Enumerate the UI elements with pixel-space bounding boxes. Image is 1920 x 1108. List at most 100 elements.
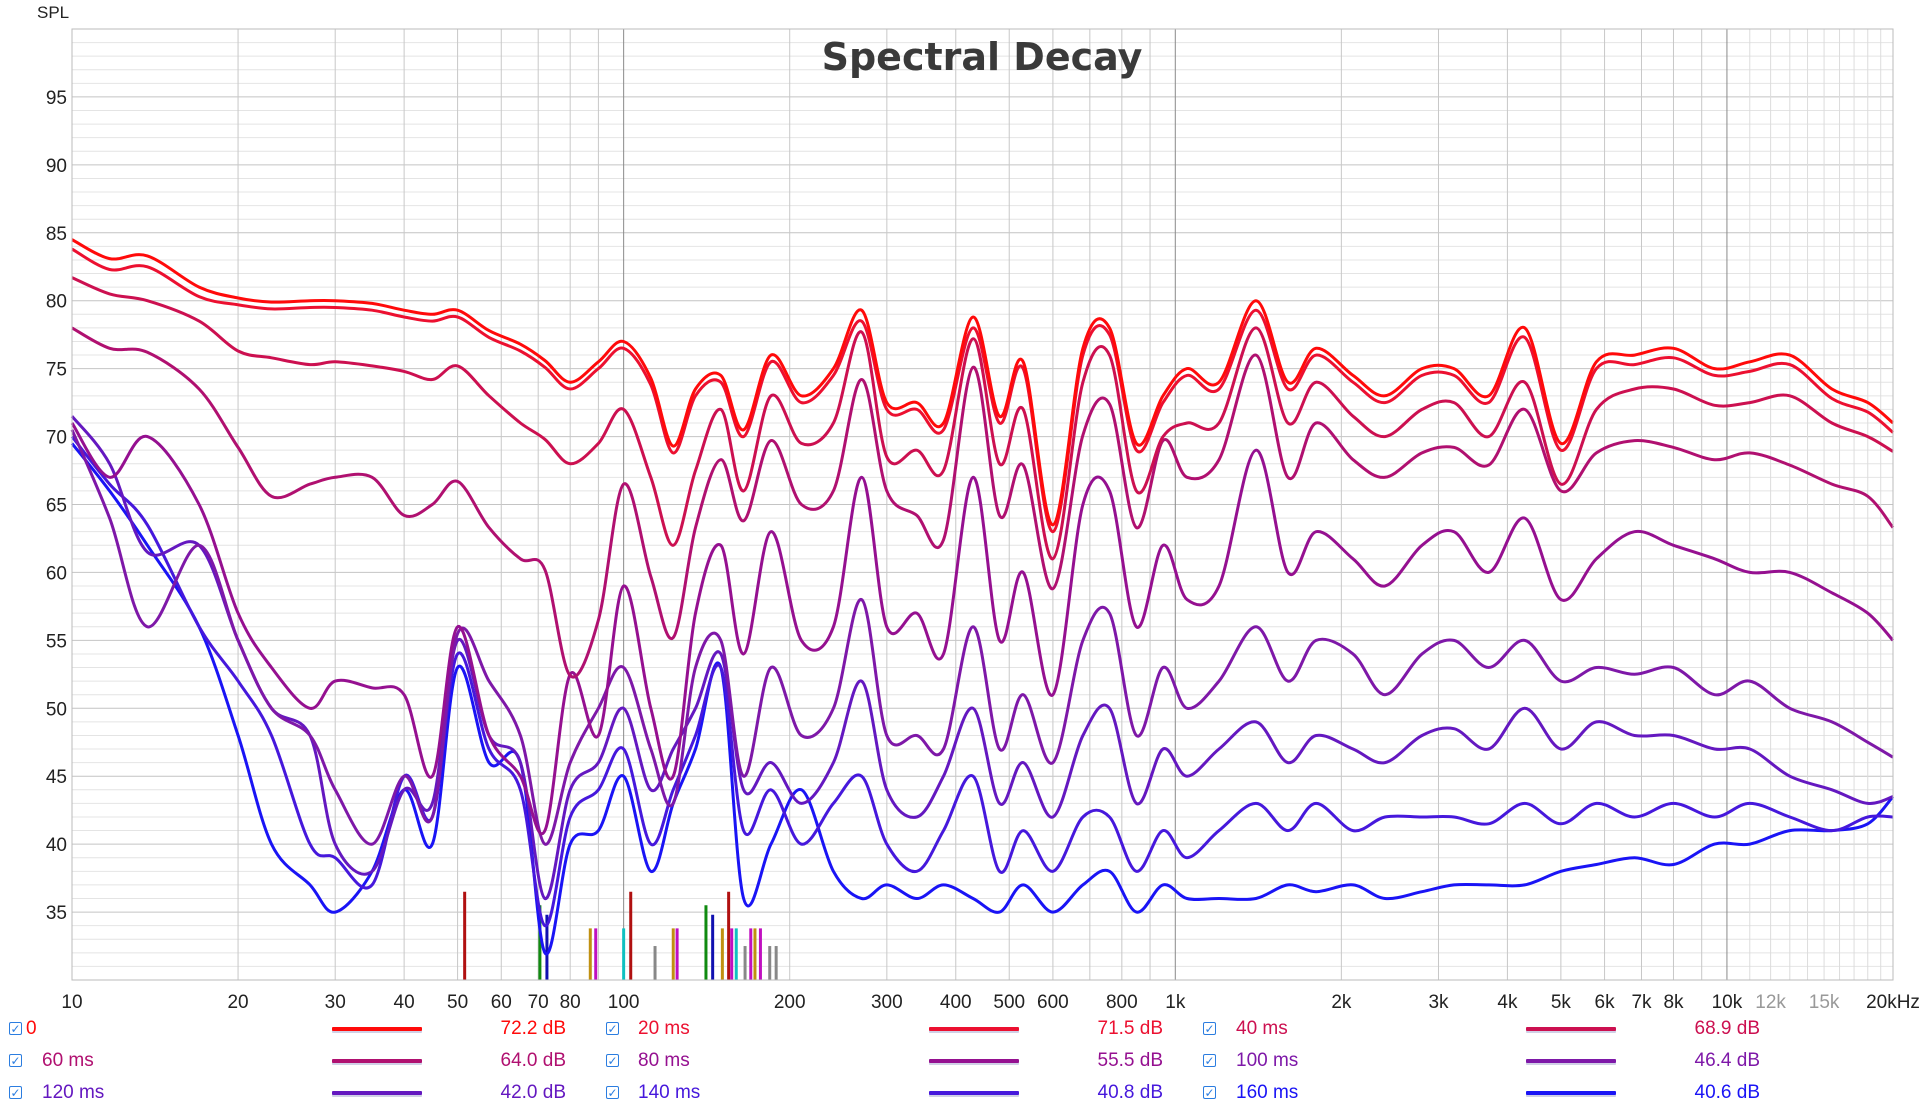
x-tick-label: 20kHz bbox=[1866, 992, 1920, 1013]
legend-label: 60 ms bbox=[42, 1050, 94, 1071]
x-tick-label: 100 bbox=[608, 992, 640, 1013]
spectral-decay-chart: 35 40 45 50 55 60 65 70 75 80 85 90 95 10 20 30 40 50 60 7… bbox=[37, 3, 1920, 1013]
legend-item: ✓ 60 ms 64.0 dB bbox=[0, 1048, 1920, 1074]
legend-value: 55.5 dB bbox=[1097, 1050, 1164, 1071]
x-tick-label: 8k bbox=[1663, 992, 1684, 1013]
legend-line-swatch bbox=[929, 1027, 1019, 1031]
legend-line-swatch bbox=[929, 1091, 1019, 1095]
legend-value: 71.5 dB bbox=[1097, 1018, 1164, 1039]
x-tick-label: 40 bbox=[394, 992, 415, 1013]
legend-value: 46.4 dB bbox=[1694, 1050, 1761, 1071]
x-tick-label: 200 bbox=[774, 992, 806, 1013]
y-axis-label: SPL bbox=[37, 3, 69, 22]
legend-item: ✓ 20 ms 71.5 dB bbox=[0, 1016, 1920, 1042]
legend-checkbox[interactable]: ✓ bbox=[9, 1086, 22, 1100]
legend-label: 40 ms bbox=[1236, 1018, 1288, 1039]
legend-checkbox[interactable]: ✓ bbox=[1203, 1022, 1216, 1036]
y-tick-label: 70 bbox=[46, 428, 67, 449]
decay-curve-100ms bbox=[70, 429, 1894, 846]
legend-label: 100 ms bbox=[1236, 1050, 1299, 1071]
x-tick-label: 3k bbox=[1428, 992, 1449, 1013]
y-tick-label: 75 bbox=[46, 360, 67, 381]
x-tick-label: 80 bbox=[560, 992, 581, 1013]
decay-curve-80ms bbox=[70, 422, 1895, 836]
y-tick-label: 65 bbox=[46, 496, 67, 517]
legend-label: 140 ms bbox=[638, 1082, 701, 1103]
x-tick-label: 800 bbox=[1106, 992, 1138, 1013]
x-tick-label: 7k bbox=[1631, 992, 1652, 1013]
legend-item: ✓ 160 ms 40.6 dB bbox=[0, 1080, 1920, 1106]
legend-value: 40.8 dB bbox=[1097, 1082, 1164, 1103]
y-tick-label: 35 bbox=[46, 903, 67, 924]
legend-item: ✓ 120 ms 42.0 dB bbox=[0, 1080, 1920, 1106]
x-tick-label: 5k bbox=[1551, 992, 1572, 1013]
x-tick-label: 4k bbox=[1497, 992, 1518, 1013]
legend-line-swatch bbox=[332, 1091, 422, 1095]
decay-curve-20ms bbox=[71, 247, 1894, 534]
x-tick-label: 60 bbox=[491, 992, 512, 1013]
legend-value: 42.0 dB bbox=[500, 1082, 567, 1103]
legend-label: 120 ms bbox=[42, 1082, 105, 1103]
legend-line-swatch bbox=[929, 1059, 1019, 1063]
legend-checkbox[interactable]: ✓ bbox=[1203, 1054, 1216, 1068]
decay-curve-120ms bbox=[70, 415, 1894, 901]
x-tick-label: 10k bbox=[1712, 992, 1743, 1013]
x-axis-ticks: 10 20 30 40 50 60 70 80 100 200 300 400 500 600 800 1k 2… bbox=[61, 992, 1920, 1013]
x-tick-label: 600 bbox=[1037, 992, 1069, 1013]
legend-line-swatch bbox=[1526, 1091, 1616, 1095]
x-tick-label: 500 bbox=[993, 992, 1025, 1013]
legend-checkbox[interactable]: ✓ bbox=[1203, 1086, 1216, 1100]
legend-item: ✓ 140 ms 40.8 dB bbox=[0, 1080, 1920, 1106]
decay-curve-160ms bbox=[70, 442, 1895, 956]
x-tick-label: 70 bbox=[528, 992, 549, 1013]
grid bbox=[71, 28, 1894, 981]
x-tick-label: 300 bbox=[871, 992, 903, 1013]
legend-item: ✓ 80 ms 55.5 dB bbox=[0, 1048, 1920, 1074]
chart-title: Spectral Decay bbox=[822, 35, 1143, 79]
decay-curve-0 bbox=[71, 238, 1894, 527]
legend-value: 64.0 dB bbox=[500, 1050, 567, 1071]
legend-line-swatch bbox=[1526, 1027, 1616, 1031]
y-tick-label: 40 bbox=[46, 835, 67, 856]
legend-label: 20 ms bbox=[638, 1018, 690, 1039]
decay-curve-60ms bbox=[71, 326, 1895, 679]
y-axis-ticks: 35 40 45 50 55 60 65 70 75 80 85 90 95 bbox=[46, 88, 67, 924]
legend-item: ✓ 40 ms 68.9 dB bbox=[0, 1016, 1920, 1042]
x-tick-label: 50 bbox=[447, 992, 468, 1013]
x-tick-label: 10 bbox=[61, 992, 82, 1013]
y-tick-label: 95 bbox=[46, 88, 67, 109]
legend-checkbox[interactable]: ✓ bbox=[606, 1054, 619, 1068]
x-tick-label: 2k bbox=[1331, 992, 1352, 1013]
legend-value: 40.6 dB bbox=[1694, 1082, 1761, 1103]
legend-line-swatch bbox=[1526, 1059, 1616, 1063]
y-tick-label: 45 bbox=[46, 767, 67, 788]
x-tick-label: 1k bbox=[1165, 992, 1186, 1013]
legend-label: 160 ms bbox=[1236, 1082, 1299, 1103]
y-tick-label: 55 bbox=[46, 631, 67, 652]
legend-label: 80 ms bbox=[638, 1050, 690, 1071]
decay-curves bbox=[70, 238, 1895, 956]
legend-checkbox[interactable]: ✓ bbox=[9, 1022, 22, 1036]
y-tick-label: 50 bbox=[46, 699, 67, 720]
decay-curve-40ms bbox=[71, 276, 1894, 561]
y-tick-label: 60 bbox=[46, 563, 67, 584]
legend-checkbox[interactable]: ✓ bbox=[606, 1022, 619, 1036]
x-tick-label: 400 bbox=[940, 992, 972, 1013]
legend-value: 72.2 dB bbox=[500, 1018, 567, 1039]
y-tick-label: 80 bbox=[46, 292, 67, 313]
plot-frame bbox=[71, 28, 1894, 981]
markers bbox=[463, 891, 778, 980]
x-tick-label: 30 bbox=[325, 992, 346, 1013]
x-tick-label: 20 bbox=[227, 992, 248, 1013]
x-tick-label: 12k bbox=[1755, 992, 1786, 1013]
legend-checkbox[interactable]: ✓ bbox=[9, 1054, 22, 1068]
y-tick-label: 90 bbox=[46, 156, 67, 177]
legend-line-swatch bbox=[332, 1059, 422, 1063]
legend-item: ✓ 0 72.2 dB bbox=[0, 1016, 1920, 1042]
x-tick-label: 15k bbox=[1809, 992, 1840, 1013]
legend-item: ✓ 100 ms 46.4 dB bbox=[0, 1048, 1920, 1074]
legend: ✓ 0 72.2 dB ✓ 20 ms 71.5 dB ✓ 40 ms 68.9 dB ✓ 60 m… bbox=[0, 1016, 1920, 1108]
legend-checkbox[interactable]: ✓ bbox=[606, 1086, 619, 1100]
y-tick-label: 85 bbox=[46, 224, 67, 245]
x-tick-label: 6k bbox=[1595, 992, 1616, 1013]
